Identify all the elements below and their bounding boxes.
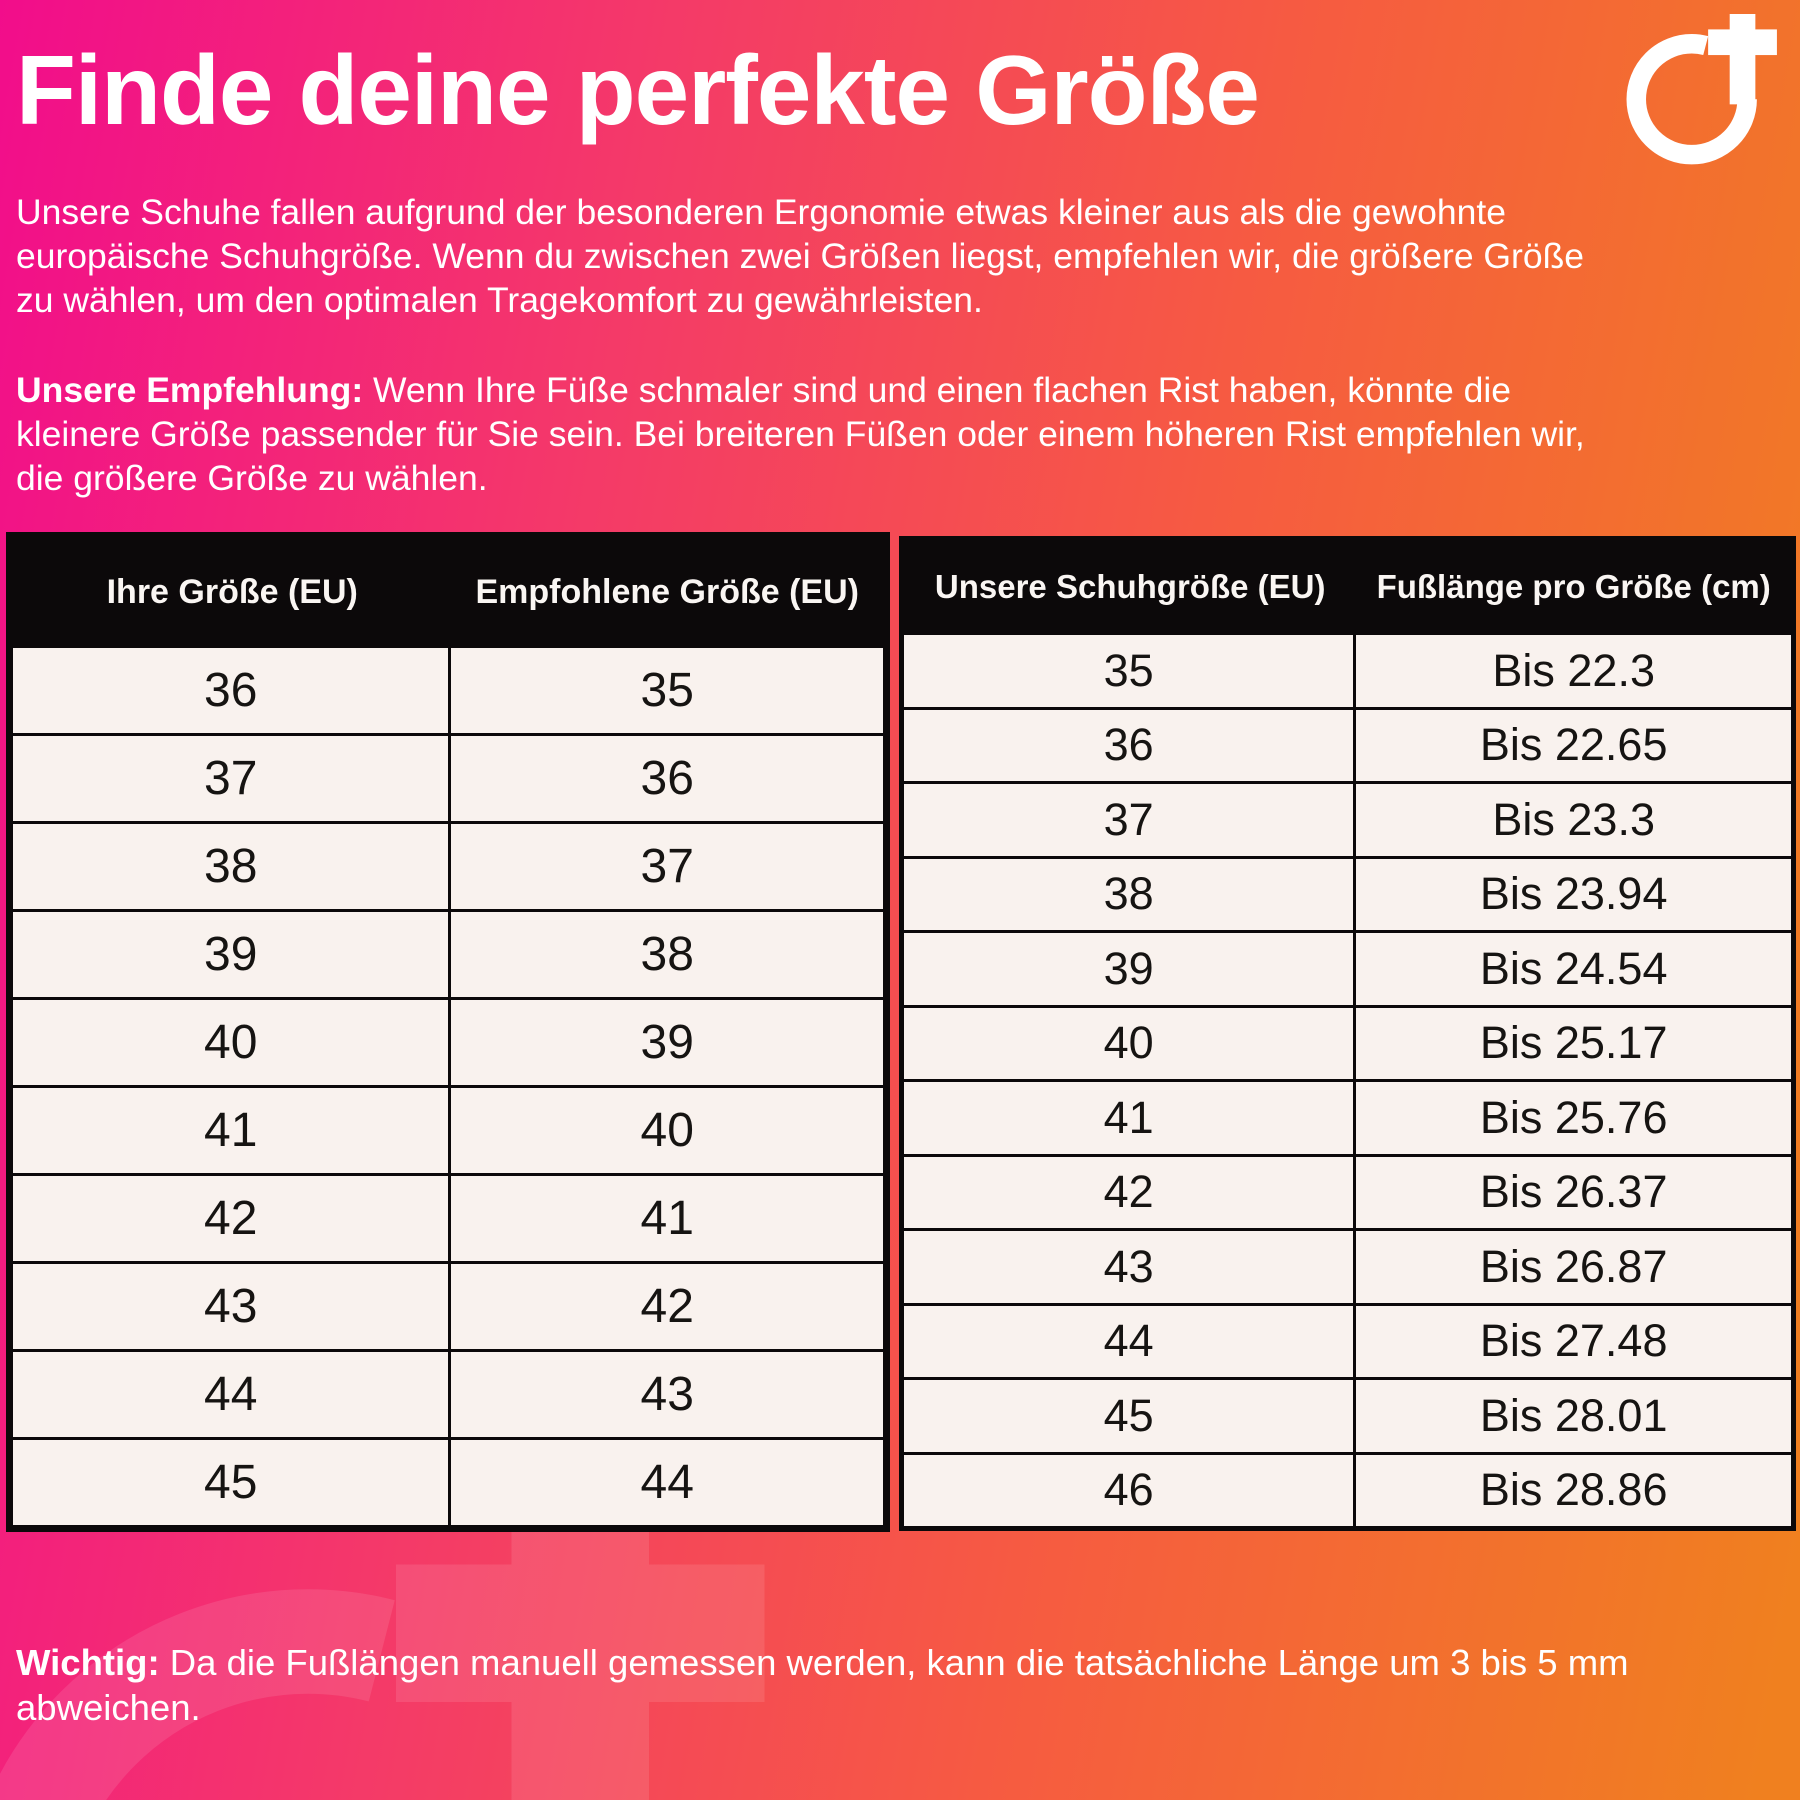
page-title: Finde deine perfekte Größe <box>16 35 1260 145</box>
table-row: 44 43 <box>13 1349 883 1437</box>
foot-length-cell: Bis 25.17 <box>1479 1017 1668 1069</box>
logo-plus-vertical <box>511 1482 649 1800</box>
table-row: 41 Bis 25.76 <box>904 1079 1791 1154</box>
ring-plus-icon <box>1626 14 1777 165</box>
your-size-cell: 45 <box>13 1440 452 1525</box>
note-label: Wichtig: <box>16 1642 160 1683</box>
table-row: 41 40 <box>13 1085 883 1173</box>
shoe-size-cell: 44 <box>904 1305 1357 1377</box>
table-row: 39 Bis 24.54 <box>904 930 1791 1005</box>
shoe-size-cell: 42 <box>904 1156 1357 1228</box>
intro-paragraph: Unsere Schuhe fallen aufgrund der besond… <box>16 192 1585 320</box>
recommended-size-cell: 35 <box>640 664 694 717</box>
foot-length-cell: Bis 24.54 <box>1479 942 1668 994</box>
size-recommendation-table: Ihre Größe (EU) Empfohlene Größe (EU) 36… <box>6 532 890 1532</box>
foot-length-cell: Bis 27.48 <box>1479 1315 1668 1367</box>
table-row: 45 Bis 28.01 <box>904 1377 1791 1452</box>
shoe-size-cell: 39 <box>904 933 1357 1005</box>
shoe-size-cell: 43 <box>904 1231 1357 1303</box>
measurement-note: Wichtig: Da die Fußlängen manuell gemess… <box>16 1640 1636 1730</box>
foot-length-cell: Bis 23.94 <box>1479 868 1668 920</box>
logo-plus-horizontal <box>396 1564 765 1702</box>
column-header-foot-length: Fußlänge pro Größe (cm) <box>1376 567 1771 605</box>
your-size-cell: 39 <box>13 912 452 997</box>
recommended-size-cell: 43 <box>640 1368 694 1421</box>
recommended-size-cell: 37 <box>640 840 694 893</box>
foot-length-cell: Bis 25.76 <box>1479 1091 1668 1143</box>
shoe-size-cell: 46 <box>904 1454 1357 1526</box>
foot-length-cell: Bis 28.86 <box>1479 1464 1668 1516</box>
shoe-size-cell: 37 <box>904 784 1357 856</box>
recommended-size-cell: 38 <box>640 928 694 981</box>
recommended-size-cell: 39 <box>640 1016 694 1069</box>
table-row: 39 38 <box>13 909 883 997</box>
recommended-size-cell: 40 <box>640 1104 694 1157</box>
shoe-size-cell: 36 <box>904 709 1357 781</box>
foot-length-cell: Bis 26.87 <box>1479 1240 1668 1292</box>
table-row: 43 Bis 26.87 <box>904 1228 1791 1303</box>
recommendation-label: Unsere Empfehlung: <box>16 370 364 410</box>
table-row: 37 36 <box>13 733 883 821</box>
foot-length-table: Unsere Schuhgröße (EU) Fußlänge pro Größ… <box>899 536 1796 1531</box>
your-size-cell: 40 <box>13 1000 452 1085</box>
column-header-your-size: Ihre Größe (EU) <box>106 572 358 611</box>
recommended-size-cell: 36 <box>640 752 694 805</box>
your-size-cell: 42 <box>13 1176 452 1261</box>
brand-logo <box>1626 14 1780 168</box>
your-size-cell: 43 <box>13 1264 452 1349</box>
logo-plus-vertical <box>1729 14 1756 105</box>
foot-length-cell: Bis 22.65 <box>1479 719 1668 771</box>
shoe-size-cell: 41 <box>904 1082 1357 1154</box>
shoe-size-cell: 38 <box>904 858 1357 930</box>
table-row: 43 42 <box>13 1261 883 1349</box>
shoe-size-cell: 45 <box>904 1380 1357 1452</box>
table-row: 36 Bis 22.65 <box>904 706 1791 781</box>
your-size-cell: 44 <box>13 1352 452 1437</box>
foot-length-table-header: Unsere Schuhgröße (EU) Fußlänge pro Größ… <box>904 541 1791 632</box>
your-size-cell: 36 <box>13 648 452 733</box>
table-row: 42 Bis 26.37 <box>904 1153 1791 1228</box>
table-row: 35 Bis 22.3 <box>904 632 1791 707</box>
your-size-cell: 41 <box>13 1088 452 1173</box>
shoe-size-cell: 35 <box>904 635 1357 707</box>
table-row: 40 Bis 25.17 <box>904 1004 1791 1079</box>
logo-ring <box>0 1589 629 1800</box>
recommended-size-cell: 44 <box>640 1456 694 1509</box>
shoe-size-cell: 40 <box>904 1007 1357 1079</box>
recommendation-paragraph: Unsere Empfehlung: Wenn Ihre Füße schmal… <box>16 368 1596 500</box>
your-size-cell: 37 <box>13 736 452 821</box>
table-row: 36 35 <box>13 645 883 733</box>
column-header-recommended-size: Empfohlene Größe (EU) <box>475 572 859 611</box>
table-row: 38 37 <box>13 821 883 909</box>
foot-length-cell: Bis 28.01 <box>1479 1389 1668 1441</box>
recommended-size-cell: 42 <box>640 1280 694 1333</box>
ring-plus-icon <box>0 1482 765 1800</box>
table-row: 38 Bis 23.94 <box>904 855 1791 930</box>
table-row: 37 Bis 23.3 <box>904 781 1791 856</box>
table-row: 40 39 <box>13 997 883 1085</box>
foot-length-cell: Bis 26.37 <box>1479 1166 1668 1218</box>
table-row: 44 Bis 27.48 <box>904 1302 1791 1377</box>
logo-plus-horizontal <box>1708 29 1777 56</box>
table-row: 45 44 <box>13 1437 883 1525</box>
foot-length-cell: Bis 22.3 <box>1492 644 1655 696</box>
size-recommendation-table-body: 36 35 37 36 38 37 39 38 40 39 41 40 42 41 43 42 44 43 45 44 <box>13 645 883 1525</box>
your-size-cell: 38 <box>13 824 452 909</box>
note-text: Da die Fußlängen manuell gemessen werden… <box>16 1642 1629 1728</box>
column-header-shoe-size: Unsere Schuhgröße (EU) <box>934 567 1326 605</box>
table-row: 42 41 <box>13 1173 883 1261</box>
foot-length-table-body: 35 Bis 22.3 36 Bis 22.65 37 Bis 23.3 38 Bis 23.… <box>904 632 1791 1526</box>
recommended-size-cell: 41 <box>640 1192 694 1245</box>
foot-length-cell: Bis 23.3 <box>1492 793 1655 845</box>
size-recommendation-table-header: Ihre Größe (EU) Empfohlene Größe (EU) <box>13 539 883 645</box>
recommendation-text: Wenn Ihre Füße schmaler sind und einen f… <box>16 370 1585 498</box>
brand-logo-watermark <box>0 1482 781 1800</box>
table-row: 46 Bis 28.86 <box>904 1451 1791 1526</box>
